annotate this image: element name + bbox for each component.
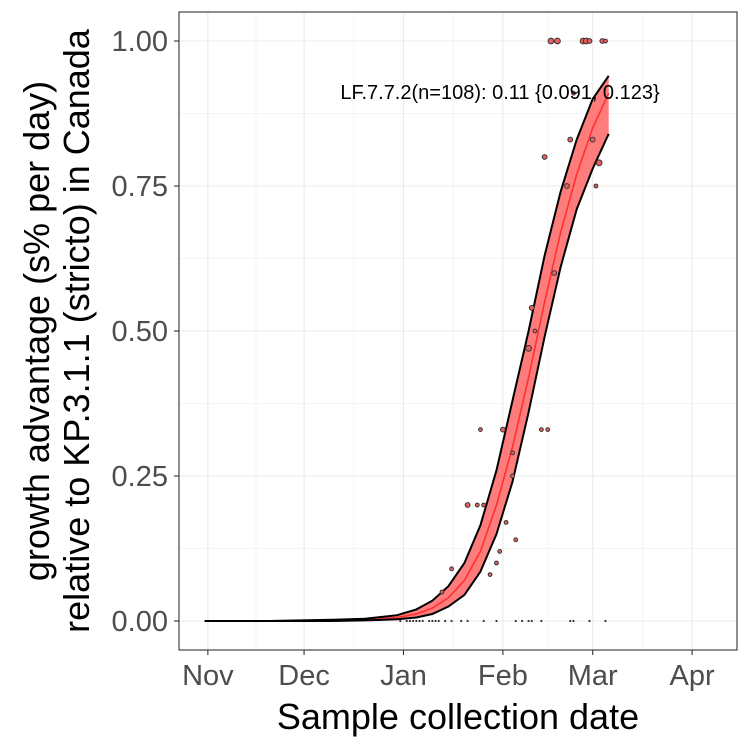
y-axis-title-line-2: relative to KP.3.1.1 (stricto) in Canada — [56, 28, 97, 633]
data-point — [399, 619, 402, 623]
data-point — [528, 304, 535, 311]
data-point — [595, 159, 603, 167]
ci-band-area — [204, 75, 609, 622]
x-tick-label: Jan — [380, 660, 427, 692]
data-point — [494, 560, 499, 566]
ci-lower-line — [204, 133, 610, 622]
data-point — [564, 183, 570, 189]
data-point — [589, 136, 596, 143]
data-point — [545, 427, 551, 433]
data-point — [449, 566, 454, 572]
data-point — [503, 520, 509, 525]
y-tick-label: 1.00 — [112, 26, 168, 58]
data-point — [415, 619, 418, 623]
data-point — [547, 37, 555, 45]
x-tick-label: Feb — [478, 660, 528, 692]
x-tick-label: Apr — [670, 660, 715, 692]
data-point — [510, 450, 515, 456]
data-point — [405, 619, 408, 623]
data-point — [514, 619, 517, 623]
data-point — [408, 619, 411, 623]
data-point — [538, 427, 544, 433]
fit-annotation: LF.7.7.2(n=108): 0.11 {0.091, 0.123} — [340, 82, 660, 104]
data-point — [444, 619, 447, 623]
data-point — [418, 619, 421, 623]
y-tick-label: 0.75 — [112, 171, 168, 203]
data-point — [541, 154, 548, 160]
data-points — [399, 37, 608, 623]
data-point — [474, 502, 480, 508]
data-point — [499, 426, 506, 433]
y-tick-label: 0.50 — [112, 316, 168, 348]
y-tick-label: 0.00 — [112, 606, 168, 638]
data-point — [434, 619, 437, 623]
data-point — [569, 619, 572, 623]
data-point — [554, 37, 561, 45]
data-point — [460, 619, 463, 623]
data-point — [421, 619, 424, 623]
data-point — [510, 473, 515, 479]
data-point — [527, 619, 530, 623]
data-point — [603, 38, 608, 44]
data-point — [571, 90, 576, 96]
data-point — [532, 328, 538, 334]
data-point — [464, 502, 471, 508]
data-point — [478, 427, 483, 433]
data-point — [482, 619, 485, 623]
y-axis-title-line-1: growth advantage (s% per day) — [16, 81, 57, 581]
data-point — [572, 619, 575, 623]
data-point — [431, 619, 434, 623]
x-tick-label: Dec — [278, 660, 330, 692]
x-tick-label: Nov — [182, 660, 234, 692]
x-axis-title: Sample collection date — [277, 696, 639, 737]
data-point — [604, 619, 607, 623]
confidence-band — [204, 75, 609, 622]
data-point — [497, 549, 503, 554]
data-point — [412, 619, 415, 623]
data-point — [466, 619, 469, 623]
data-point — [521, 619, 524, 623]
data-point — [439, 589, 445, 595]
data-point — [530, 619, 533, 623]
data-point — [540, 619, 543, 623]
data-point — [428, 619, 431, 623]
data-point — [495, 619, 498, 623]
x-axis-ticks: Nov Dec Jan Feb Mar Apr — [182, 650, 715, 692]
data-point — [551, 270, 558, 276]
x-tick-label: Mar — [568, 660, 618, 692]
data-point — [588, 619, 591, 623]
data-point — [586, 38, 593, 44]
data-point — [450, 619, 453, 623]
data-point — [487, 572, 493, 577]
fit-curves — [204, 75, 610, 622]
data-point — [593, 183, 599, 189]
data-point — [513, 537, 519, 543]
data-point — [525, 345, 532, 352]
data-point — [437, 619, 440, 623]
y-tick-label: 0.25 — [112, 461, 168, 493]
data-point — [481, 502, 487, 508]
y-axis-ticks: 0.00 0.25 0.50 0.75 1.00 — [112, 26, 179, 638]
data-point — [567, 136, 574, 143]
